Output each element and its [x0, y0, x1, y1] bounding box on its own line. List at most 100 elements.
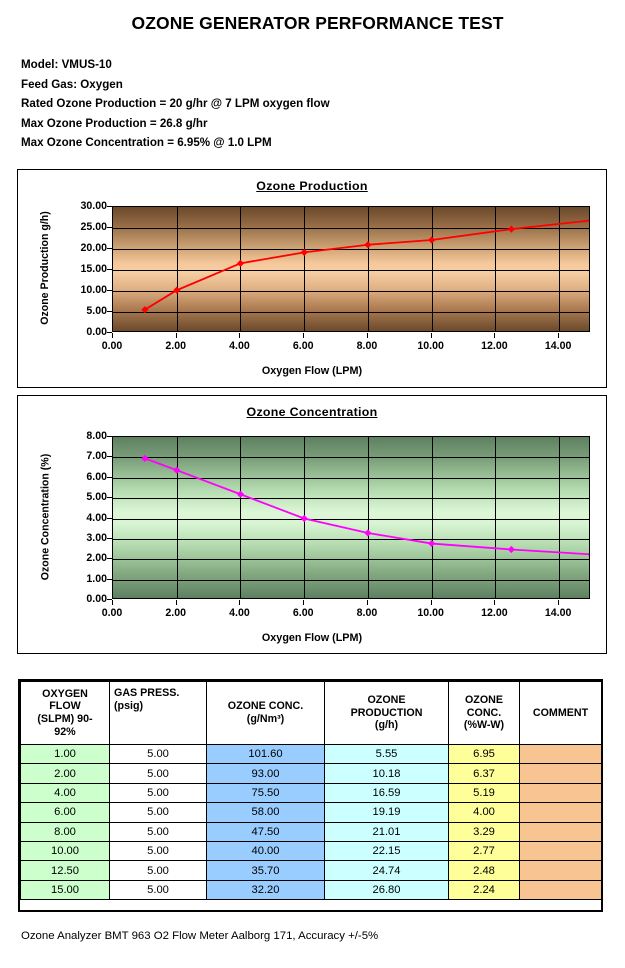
- gridline-vertical: [240, 207, 241, 331]
- x-axis-tick-label: 2.00: [165, 607, 187, 619]
- gridline-vertical: [432, 437, 433, 598]
- table-header-row: OXYGEN FLOW (SLPM) 90- 92% GAS PRESS. (p…: [20, 681, 602, 745]
- gridline-horizontal: [113, 539, 589, 540]
- header-line: OXYGEN: [42, 687, 88, 700]
- data-point-marker: [173, 466, 181, 474]
- header-line: CONC.: [466, 706, 502, 719]
- x-axis-tick-mark: [431, 600, 432, 605]
- y-axis-tick-mark: [107, 538, 112, 539]
- cell-ozone-conc-gnm3: 58.00: [206, 802, 325, 823]
- data-point-marker: [236, 259, 245, 267]
- data-point-marker: [364, 529, 372, 537]
- x-axis-tick-label: 0.00: [101, 340, 123, 352]
- cell-gas-pressure: 5.00: [109, 802, 207, 823]
- y-axis-tick-label: 0.00: [86, 326, 107, 338]
- page-title: OZONE GENERATOR PERFORMANCE TEST: [131, 13, 504, 33]
- header-ozone-production: OZONE PRODUCTION (g/h): [324, 681, 449, 745]
- cell-ozone-conc-pct: 6.95: [448, 743, 520, 765]
- cell-gas-pressure: 5.00: [109, 840, 207, 862]
- series-line: [144, 219, 589, 311]
- cell-comment: [519, 763, 602, 784]
- x-axis-title: Oxygen Flow (LPM): [261, 365, 363, 377]
- y-axis-tick-label: 25.00: [80, 221, 107, 233]
- gridline-vertical: [559, 207, 560, 331]
- header-line: OZONE: [367, 694, 406, 707]
- series-line: [144, 457, 589, 556]
- data-point-marker: [236, 490, 245, 498]
- cell-ozone-production: 24.74: [324, 860, 449, 881]
- x-axis-tick-label: 10.00: [417, 340, 444, 352]
- y-axis-tick-mark: [107, 332, 112, 333]
- x-axis-tick-mark: [494, 333, 495, 338]
- gridline-vertical: [368, 437, 369, 598]
- data-point-marker: [141, 454, 149, 462]
- data-point-marker: [587, 218, 589, 223]
- cell-comment: [519, 879, 602, 901]
- x-axis-tick-mark: [176, 333, 177, 338]
- cell-ozone-production: 10.18: [324, 763, 449, 784]
- gridline-horizontal: [113, 580, 589, 581]
- cell-ozone-conc-gnm3: 47.50: [206, 821, 325, 842]
- plot-area-ozone-production: [112, 206, 590, 332]
- y-axis-tick-label: 4.00: [86, 511, 107, 524]
- x-axis-tick-mark: [494, 600, 495, 605]
- header-line: (%W-W): [463, 719, 505, 732]
- cell-ozone-production: 5.55: [324, 743, 449, 765]
- data-point-marker: [141, 306, 149, 314]
- header-ozone-conc-gnm3: OZONE CONC. (g/Nm³): [206, 681, 325, 745]
- x-axis-tick-label: 4.00: [229, 607, 250, 619]
- data-point-marker: [300, 248, 308, 257]
- gridline-vertical: [495, 207, 496, 331]
- header-comment: COMMENT: [519, 681, 602, 745]
- x-axis-tick-mark: [558, 333, 559, 338]
- x-axis-tick-mark: [558, 600, 559, 605]
- gridline-vertical: [559, 437, 560, 598]
- y-axis-tick-label: 5.00: [86, 491, 107, 504]
- y-axis-title: Ozone Concentration (%): [39, 453, 51, 580]
- cell-gas-pressure: 5.00: [109, 860, 207, 881]
- cell-oxygen-flow: 15.00: [20, 879, 110, 901]
- header-line: GAS PRESS.: [114, 687, 180, 699]
- cell-comment: [519, 840, 602, 862]
- chart-panel-ozone-concentration: Ozone Concentration 0.00 1.00 2.00 3.00 4.00…: [17, 395, 607, 654]
- gridline-vertical: [240, 437, 241, 598]
- y-axis-tick-mark: [107, 227, 112, 228]
- table-row: 15.00 5.00 32.20 26.80 2.24: [20, 879, 602, 901]
- specification-list: Model: VMUS-10 Feed Gas: Oxygen Rated Oz…: [0, 55, 625, 153]
- y-axis-tick-mark: [107, 456, 112, 457]
- data-point-marker: [507, 225, 515, 233]
- y-axis-tick-label: 15.00: [80, 263, 107, 275]
- cell-oxygen-flow: 8.00: [20, 821, 110, 842]
- cell-ozone-conc-pct: 5.19: [448, 782, 520, 804]
- y-axis-title: Ozone Production g/h): [39, 211, 51, 325]
- data-point-marker: [507, 545, 515, 554]
- cell-ozone-conc-pct: 6.37: [448, 763, 520, 784]
- x-axis-tick-mark: [239, 333, 240, 338]
- header-line: (SLPM) 90-: [37, 713, 93, 725]
- y-axis-tick-mark: [107, 269, 112, 270]
- y-axis-tick-mark: [107, 599, 112, 600]
- header-ozone-conc-pct: OZONE CONC. (%W-W): [448, 681, 520, 745]
- data-point-marker: [428, 236, 436, 244]
- series-ozone-production: [141, 218, 589, 314]
- header-line: 92%: [54, 725, 76, 738]
- header-line: (g/h): [374, 719, 399, 732]
- cell-ozone-production: 22.15: [324, 840, 449, 862]
- cell-comment: [519, 782, 602, 804]
- cell-gas-pressure: 5.00: [109, 782, 207, 804]
- header-line: (g/Nm³): [246, 713, 285, 725]
- x-axis-tick-mark: [303, 333, 304, 338]
- gridline-vertical: [177, 437, 178, 598]
- series-ozone-concentration: [141, 454, 589, 556]
- cell-ozone-conc-pct: 2.48: [448, 860, 520, 881]
- x-axis-tick-label: 12.00: [481, 340, 508, 352]
- cell-oxygen-flow: 6.00: [20, 802, 110, 823]
- y-axis-tick-mark: [107, 248, 112, 249]
- x-axis-tick-mark: [367, 600, 368, 605]
- chart-panel-ozone-production: Ozone Production 0.00 5.00 10.00 15.00 20.00…: [17, 169, 607, 388]
- cell-comment: [519, 743, 602, 765]
- data-point-marker: [428, 539, 436, 548]
- header-line: PRODUCTION: [350, 706, 423, 719]
- x-axis-tick-label: 0.00: [101, 607, 123, 619]
- table-row: 8.00 5.00 47.50 21.01 3.29: [20, 821, 602, 842]
